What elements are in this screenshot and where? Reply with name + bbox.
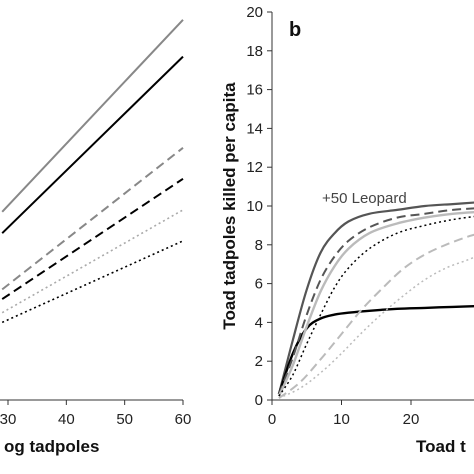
panel-a-plot: 30 40 50 60 og tadpoles [0, 19, 192, 456]
panel-b-series-group [277, 201, 474, 399]
panel-b-plot: 0 2 4 6 8 10 12 14 16 18 20 0 10 20 b +50 Leopard Toad t… [220, 4, 474, 456]
panel-b-y-tick-label: 10 [246, 198, 263, 215]
panel-b-series-3 [277, 207, 474, 395]
panel-b-y-tick-label: 2 [255, 353, 263, 370]
panel-a-x-tick-label: 50 [116, 411, 133, 428]
panel-b-x-tick-label: 10 [333, 411, 350, 428]
panel-b-x-tick-label: 20 [403, 411, 420, 428]
panel-a-x-tick-label: 60 [175, 411, 192, 428]
panel-b-y-tick-label: 16 [246, 82, 263, 99]
panel-b-y-tick-label: 20 [246, 4, 263, 21]
panel-b-y-tick-label: 8 [255, 237, 263, 254]
panel-a-series-6 [1, 240, 184, 324]
panel-b-annotation: +50 Leopard [322, 190, 407, 207]
panel-b-x-axis-label: Toad t [416, 437, 466, 456]
panel-b-series-1 [277, 201, 474, 395]
panel-b-series-5 [278, 215, 474, 397]
panel-a-series-2 [1, 55, 184, 234]
panel-b-y-tick-label: 4 [255, 314, 263, 331]
panel-b-series-4 [277, 210, 474, 397]
panel-b-y-axis-label: Toad tadpoles killed per capita [220, 82, 239, 330]
panel-a-x-tick-label: 30 [0, 411, 16, 428]
panel-a-series-1 [1, 19, 184, 213]
panel-b-series-6 [278, 233, 474, 399]
panel-b-series-2 [277, 304, 474, 395]
panel-b-y-tick-label: 12 [246, 159, 263, 176]
panel-b-x-tick-label: 0 [268, 411, 276, 428]
panel-a-series-5 [1, 209, 184, 314]
panel-a-series-3 [1, 147, 184, 291]
panel-a-x-axis-label: og tadpoles [4, 437, 99, 456]
panel-b-letter: b [289, 19, 301, 41]
panel-b-y-tick-label: 0 [255, 392, 263, 409]
panel-a-x-tick-label: 40 [58, 411, 75, 428]
panel-b-y-tick-label: 14 [246, 120, 263, 137]
panel-b-y-tick-label: 18 [246, 43, 263, 60]
panel-b-series-7 [278, 256, 474, 399]
panel-a-series-4 [1, 177, 184, 300]
panel-b-y-tick-label: 6 [255, 276, 263, 293]
